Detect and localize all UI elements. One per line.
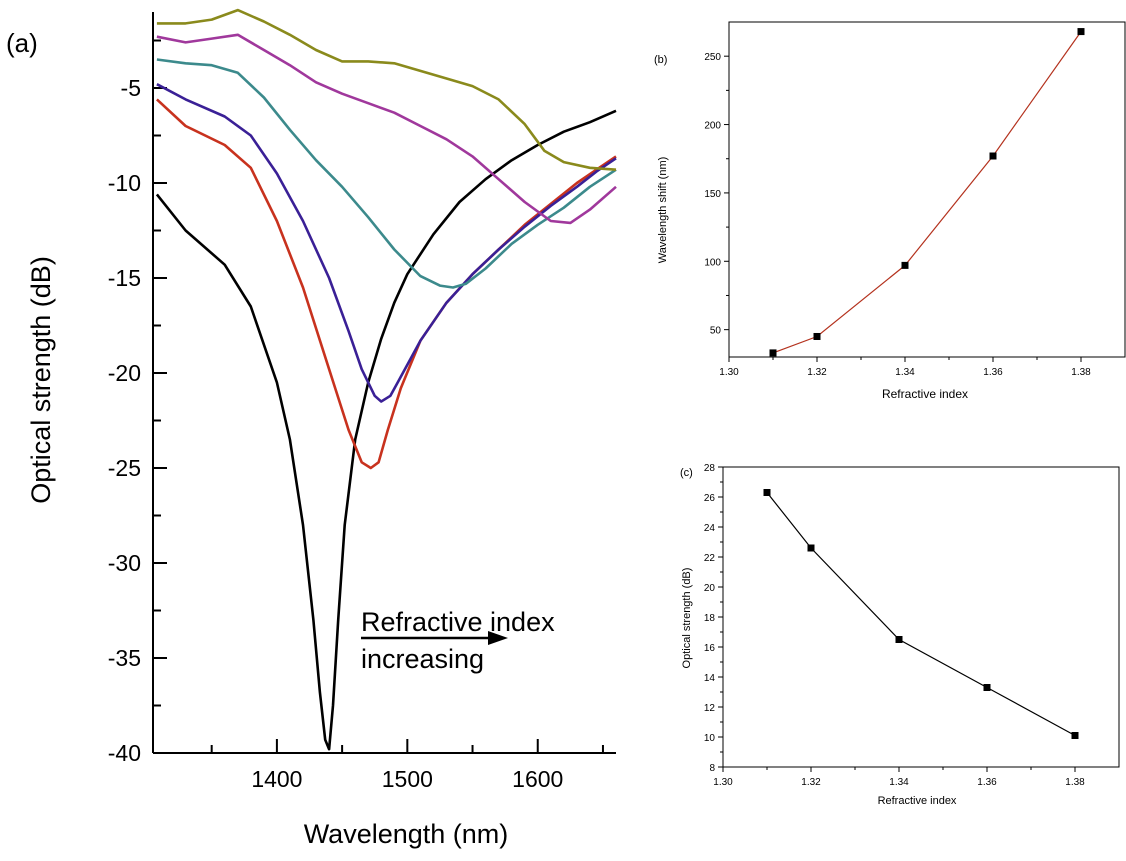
- panel-a-series-line: [156, 58, 617, 289]
- panel-b-x-axis-label: Refractive index: [882, 387, 968, 401]
- panel-b-label: (b): [654, 54, 667, 66]
- panel-c-y-tick-label: 18: [704, 613, 716, 624]
- panel-a-y-tick-label: -5: [121, 75, 141, 101]
- panel-b-y-tick-label: 50: [710, 326, 722, 337]
- panel-c-data-point: [807, 544, 815, 552]
- panel-c-y-tick-label: 16: [704, 643, 716, 654]
- annotation-line-1: Refractive index: [361, 607, 555, 637]
- panel-b-data-point: [1077, 28, 1085, 36]
- panel-a-y-tick-label: -10: [108, 170, 141, 196]
- panel-c-y-tick-label: 20: [704, 583, 716, 594]
- panel-a-y-tick-label: -15: [108, 265, 141, 291]
- annotation-arrowhead: [488, 631, 508, 645]
- panel-c-x-tick-label: 1.36: [977, 777, 997, 788]
- panel-b-y-tick-label: 250: [704, 52, 721, 63]
- panel-c-chart: (c) Optical strength (dB) Refractive ind…: [680, 463, 1120, 807]
- panel-b-data-point: [901, 261, 909, 269]
- panel-b-series-group: [769, 28, 1085, 357]
- panel-c-x-tick-label: 1.30: [713, 777, 733, 788]
- annotation-line-2: increasing: [361, 644, 484, 674]
- panel-b-y-tick-label: 100: [704, 257, 721, 268]
- panel-b-data-point: [769, 349, 777, 357]
- panel-a-series-line: [156, 8, 617, 171]
- panel-b-x-tick-label: 1.32: [807, 367, 827, 378]
- panel-c-y-tick-label: 22: [704, 553, 716, 564]
- panel-c-y-tick-label: 12: [704, 703, 716, 714]
- panel-a-series-line: [155, 109, 617, 751]
- panel-a-label: (a): [6, 28, 38, 58]
- panel-b-x-tick-label: 1.34: [895, 367, 915, 378]
- panel-a-series-group: [155, 8, 617, 751]
- panel-a-x-axis-label: Wavelength (nm): [304, 819, 509, 849]
- panel-a-chart: (a) Optical strength (dB) Wavelength (nm…: [6, 8, 617, 849]
- panel-c-data-point: [983, 684, 991, 691]
- panel-c-y-tick-label: 8: [709, 763, 715, 774]
- panel-b-x-tick-label: 1.38: [1071, 367, 1091, 378]
- panel-b-ticks: 1.30 1.32 1.34 1.36 1.38 50 100 150 200 250: [704, 52, 1091, 378]
- panel-b-y-tick-label: 200: [704, 121, 721, 132]
- panel-c-y-tick-label: 24: [704, 523, 716, 534]
- panel-a-y-tick-label: -20: [108, 360, 141, 386]
- panel-b-series-line: [772, 31, 1082, 354]
- panel-c-series-group: [763, 489, 1079, 739]
- panel-b-y-axis-label: Wavelength shift (nm): [657, 157, 669, 264]
- panel-a-x-tick-label: 1400: [251, 766, 302, 792]
- panel-a-y-tick-label: -30: [108, 550, 141, 576]
- panel-b-y-tick-label: 150: [704, 189, 721, 200]
- panel-a-series-line: [156, 33, 617, 225]
- panel-c-series-line: [766, 492, 1076, 737]
- panel-a-y-axis-label: Optical strength (dB): [26, 256, 56, 504]
- panel-c-x-axis-label: Refractive index: [878, 795, 957, 807]
- panel-a-x-tick-label: 1500: [382, 766, 433, 792]
- panel-a-y-tick-label: -35: [108, 645, 141, 671]
- panel-b-chart: (b) Wavelength shift (nm) Refractive ind…: [654, 21, 1126, 401]
- panel-c-x-tick-label: 1.38: [1065, 777, 1085, 788]
- panel-a-y-tick-label: -25: [108, 455, 141, 481]
- panel-c-y-tick-label: 28: [704, 463, 716, 474]
- panel-c-y-tick-label: 10: [704, 733, 716, 744]
- panel-c-data-point: [1071, 732, 1079, 739]
- panel-c-y-axis-label: Optical strength (dB): [681, 568, 693, 669]
- panel-c-label: (c): [680, 467, 693, 479]
- panel-a-series-line: [156, 83, 617, 403]
- panel-c-x-tick-label: 1.32: [801, 777, 821, 788]
- panel-b-data-point: [813, 332, 821, 340]
- panel-a-y-tick-label: -40: [108, 740, 141, 766]
- panel-b-x-tick-label: 1.30: [719, 367, 739, 378]
- panel-b-x-tick-label: 1.36: [983, 367, 1003, 378]
- panel-c-y-tick-label: 14: [704, 673, 716, 684]
- panel-a-x-tick-label: 1600: [512, 766, 563, 792]
- panel-b-data-point: [989, 152, 997, 160]
- panel-a-ticks: 1400 1500 1600 -5 -10 -15 -20 -25 -30 -35 -40: [108, 39, 604, 792]
- panel-b-frame: [728, 21, 1126, 358]
- panel-c-y-tick-label: 26: [704, 493, 716, 504]
- panel-c-frame: [722, 466, 1120, 768]
- panel-a-series-line: [156, 98, 617, 470]
- panel-c-data-point: [895, 636, 903, 643]
- panel-c-x-tick-label: 1.34: [889, 777, 909, 788]
- panel-c-ticks: 1.30 1.32 1.34 1.36 1.38 8 10 12 14 16 18 20 22 24 26 2…: [704, 463, 1085, 788]
- panel-c-data-point: [763, 489, 771, 496]
